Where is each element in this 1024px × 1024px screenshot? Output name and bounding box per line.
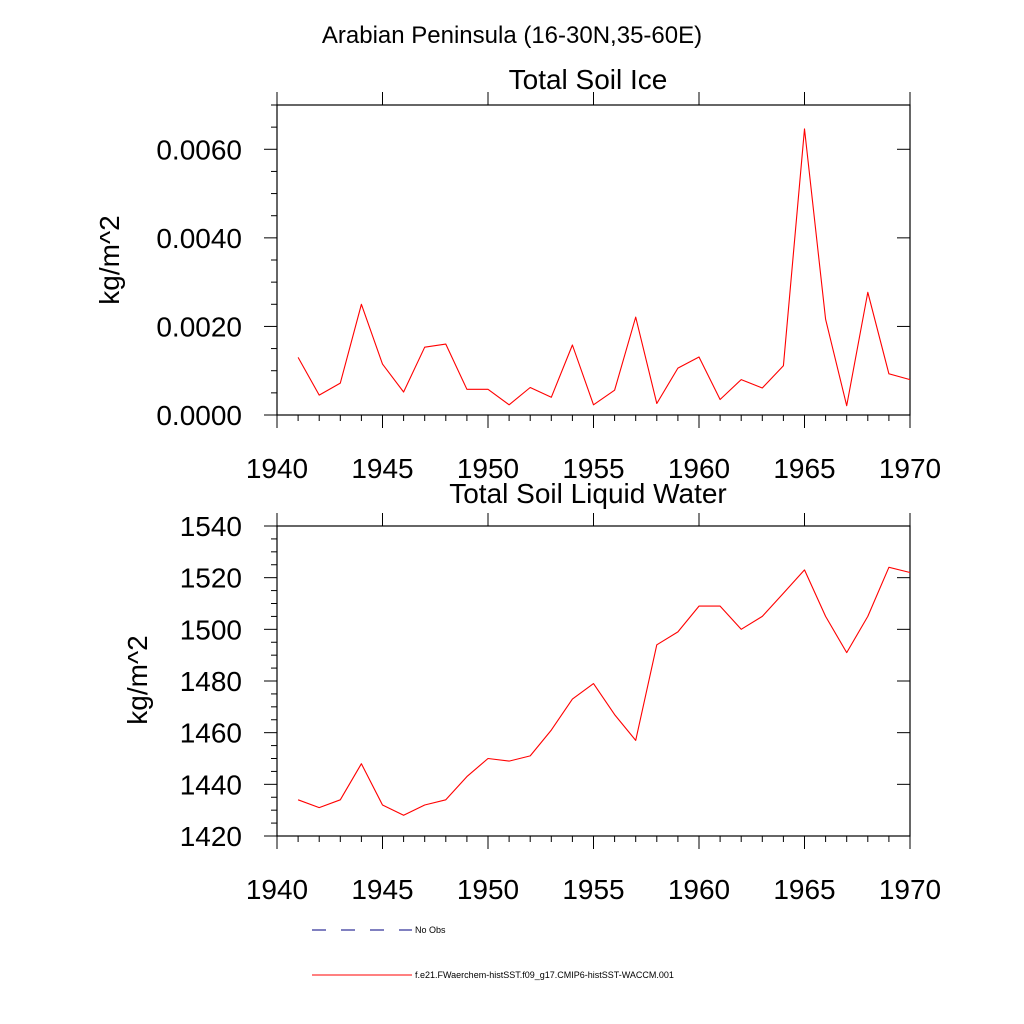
axis-ticks bbox=[264, 92, 911, 428]
y-tick-label: 0.0060 bbox=[156, 134, 242, 165]
legend-item-no-obs: No Obs bbox=[312, 925, 446, 935]
x-tick-label: 1960 bbox=[668, 453, 730, 484]
series-line bbox=[297, 128, 911, 407]
x-tick-label: 1955 bbox=[562, 453, 624, 484]
y-tick-label: 1480 bbox=[180, 666, 242, 697]
y-tick-label: 0.0020 bbox=[156, 311, 242, 342]
chart-title: Total Soil Liquid Water bbox=[449, 478, 727, 509]
y-tick-label: 1460 bbox=[180, 718, 242, 749]
legend-label: No Obs bbox=[415, 925, 446, 935]
x-tick-label: 1950 bbox=[457, 453, 519, 484]
panel-total-soil-ice: Total Soil Ice kg/m^2 1940 1945 1950 1955 19… bbox=[94, 64, 941, 484]
x-tick-label: 1970 bbox=[879, 874, 941, 905]
y-tick-labels: 0.0000 0.0020 0.0040 0.0060 bbox=[156, 134, 242, 431]
x-tick-label: 1950 bbox=[457, 874, 519, 905]
plot-frame bbox=[276, 104, 911, 416]
panel-total-soil-liquid-water: Total Soil Liquid Water kg/m^2 1940 1945 1… bbox=[122, 478, 941, 905]
x-tick-labels: 1940 1945 1950 1955 1960 1965 1970 bbox=[246, 453, 941, 484]
series-lines bbox=[297, 566, 911, 816]
y-tick-label: 0.0000 bbox=[156, 400, 242, 431]
x-tick-labels: 1940 1945 1950 1955 1960 1965 1970 bbox=[246, 874, 941, 905]
legend: No Obs f.e21.FWaerchem-histSST.f09_g17.C… bbox=[312, 925, 674, 980]
y-tick-label: 0.0040 bbox=[156, 223, 242, 254]
x-tick-label: 1955 bbox=[562, 874, 624, 905]
chart-title: Total Soil Ice bbox=[509, 64, 668, 95]
y-tick-label: 1520 bbox=[180, 563, 242, 594]
x-tick-label: 1945 bbox=[351, 874, 413, 905]
y-tick-label: 1540 bbox=[180, 511, 242, 542]
y-tick-label: 1440 bbox=[180, 769, 242, 800]
axis-ticks bbox=[264, 513, 911, 849]
legend-item-model: f.e21.FWaerchem-histSST.f09_g17.CMIP6-hi… bbox=[312, 970, 674, 980]
x-tick-label: 1940 bbox=[246, 874, 308, 905]
y-tick-label: 1500 bbox=[180, 614, 242, 645]
x-tick-label: 1965 bbox=[773, 874, 835, 905]
plot-frame bbox=[276, 525, 911, 837]
x-tick-label: 1970 bbox=[879, 453, 941, 484]
x-tick-label: 1960 bbox=[668, 874, 730, 905]
series-line bbox=[297, 566, 911, 816]
y-axis-label: kg/m^2 bbox=[122, 635, 153, 724]
series-lines bbox=[297, 128, 911, 407]
x-tick-label: 1965 bbox=[773, 453, 835, 484]
y-tick-label: 1420 bbox=[180, 821, 242, 852]
x-tick-label: 1945 bbox=[351, 453, 413, 484]
x-tick-label: 1940 bbox=[246, 453, 308, 484]
legend-label: f.e21.FWaerchem-histSST.f09_g17.CMIP6-hi… bbox=[415, 970, 674, 980]
suptitle: Arabian Peninsula (16-30N,35-60E) bbox=[322, 22, 702, 49]
y-axis-label: kg/m^2 bbox=[94, 215, 125, 304]
y-tick-labels: 1420 1440 1460 1480 1500 1520 1540 bbox=[180, 511, 242, 852]
